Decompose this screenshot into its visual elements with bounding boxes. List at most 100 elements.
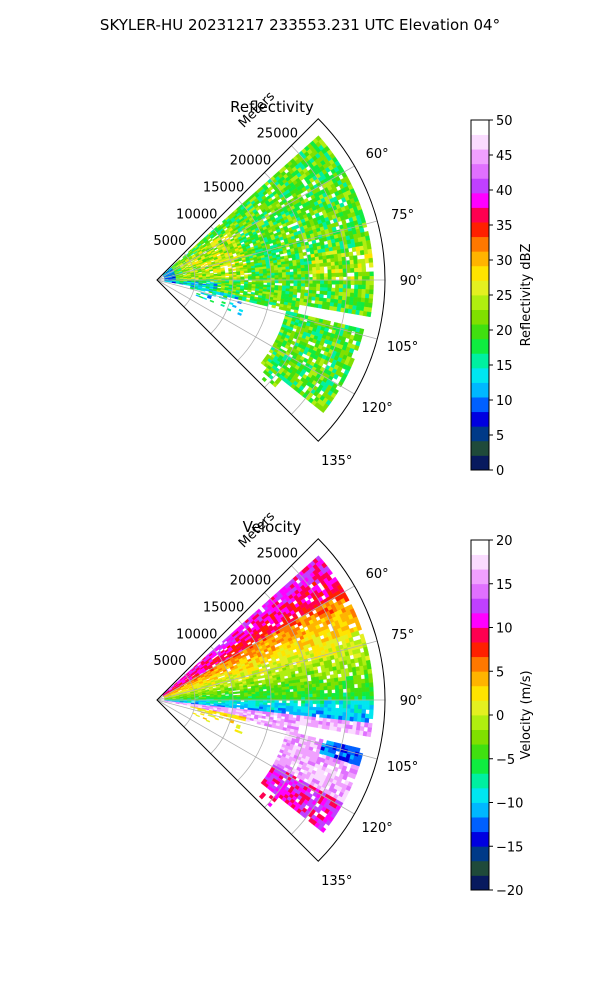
azimuth-tick-label: 60° [366, 567, 389, 582]
colorbar-swatch [471, 178, 489, 194]
azimuth-gridline [156, 699, 378, 760]
colorbar-tick-label: 5 [496, 665, 504, 680]
azimuth-tick-label: 90° [400, 274, 423, 289]
azimuth-tick-label: 120° [361, 821, 392, 836]
colorbar-tick-label: 20 [496, 324, 513, 339]
colorbar-swatch [471, 612, 489, 628]
azimuth-gridline [156, 279, 378, 340]
colorbar-swatch [471, 715, 489, 730]
colorbar-swatch [471, 583, 489, 599]
azimuth-tick-label: 105° [387, 760, 418, 775]
colorbar-swatch [471, 280, 489, 296]
colorbar-swatch [471, 455, 489, 471]
azimuth-tick-label: 120° [361, 401, 392, 416]
azimuth-tick-label: 135° [321, 874, 352, 889]
colorbar-tick-label: 40 [496, 184, 513, 199]
colorbar-tick-label: 20 [496, 534, 513, 549]
colorbar-tick-label: −15 [496, 840, 523, 855]
colorbar-swatch [471, 338, 489, 354]
colorbar-tick-label: 10 [496, 394, 513, 409]
colorbar-swatch [471, 163, 489, 179]
radar-field [162, 555, 374, 834]
colorbar-swatch [471, 773, 489, 789]
colorbar-swatch [471, 192, 489, 208]
colorbar-swatch [471, 353, 489, 369]
colorbar: 0 5 10 15 20 25 30 35 40 45 50 Reflectivity dBZ [470, 114, 534, 479]
azimuth-gridline [156, 165, 355, 281]
colorbar-tick-label: 25 [496, 289, 513, 304]
colorbar-swatch [471, 207, 489, 223]
colorbar-tick-label: −20 [496, 884, 523, 899]
colorbar-swatch [471, 120, 489, 135]
colorbar-tick-label: 5 [496, 429, 504, 444]
colorbar-swatch [471, 817, 489, 833]
colorbar-swatch [471, 397, 489, 413]
colorbar-swatch [471, 324, 489, 340]
colorbar-swatch [471, 860, 489, 876]
colorbar-swatch [471, 540, 489, 555]
radial-tick-label: 10000 [176, 207, 217, 222]
colorbar-tick-label: 50 [496, 114, 513, 129]
colorbar-swatch [471, 598, 489, 614]
velocity-panel: Velocity 60° 75° 90° 105° 120° 135° 5000 10000 15… [153, 509, 534, 899]
colorbar-swatch [471, 367, 489, 383]
azimuth-tick-label: 60° [366, 147, 389, 162]
colorbar-tick-label: 0 [496, 709, 504, 724]
colorbar-swatch [471, 236, 489, 252]
colorbar-tick-label: 15 [496, 578, 513, 593]
azimuth-gridline [156, 220, 378, 281]
radial-tick-label: 10000 [176, 627, 217, 642]
polar-grid [156, 565, 385, 835]
colorbar-swatch [471, 149, 489, 165]
radial-tick-label: 5000 [153, 654, 186, 669]
colorbar-swatch [471, 627, 489, 643]
azimuth-tick-label: 135° [321, 454, 352, 469]
colorbar-swatch [471, 744, 489, 760]
azimuth-tick-label: 90° [400, 694, 423, 709]
radial-tick-label: 5000 [153, 234, 186, 249]
colorbar-swatch [471, 846, 489, 862]
colorbar-tick-label: −10 [496, 797, 523, 812]
colorbar-swatch [471, 875, 489, 891]
colorbar-swatch [471, 426, 489, 442]
colorbar-swatch [471, 656, 489, 672]
panel-title: Velocity [243, 518, 302, 536]
colorbar-swatch [471, 569, 489, 585]
colorbar-tick-label: 15 [496, 359, 513, 374]
colorbar-swatch [471, 685, 489, 701]
radial-tick-label: 20000 [230, 154, 271, 169]
reflectivity-panel: Reflectivity60°75°90°105°120°135°5000100… [153, 89, 534, 479]
colorbar-swatch [471, 411, 489, 427]
colorbar-tick-label: 30 [496, 254, 513, 269]
azimuth-tick-label: 105° [387, 340, 418, 355]
colorbar-swatch [471, 134, 489, 150]
colorbar-tick-label: 10 [496, 622, 513, 637]
radial-tick-label: 15000 [203, 180, 244, 195]
sector-frame [156, 538, 386, 862]
colorbar-swatch [471, 642, 489, 658]
azimuth-gridline [156, 585, 355, 701]
azimuth-gridline [156, 640, 378, 701]
colorbar-swatch [471, 440, 489, 456]
colorbar-swatch [471, 758, 489, 774]
colorbar-label: Reflectivity dBZ [519, 244, 534, 347]
panel-title: Reflectivity [230, 98, 314, 116]
radial-tick-label: 15000 [203, 600, 244, 615]
radial-tick-label: 25000 [257, 127, 298, 142]
radial-tick-label: 25000 [257, 547, 298, 562]
colorbar-swatch [471, 222, 489, 238]
colorbar-tick-label: 0 [496, 464, 504, 479]
colorbar-swatch [471, 382, 489, 398]
azimuth-tick-label: 75° [391, 208, 414, 223]
colorbar-swatch [471, 251, 489, 267]
colorbar-tick-label: −5 [496, 753, 515, 768]
colorbar-swatch [471, 802, 489, 818]
colorbar-swatch [471, 700, 489, 716]
colorbar-swatch [471, 309, 489, 325]
colorbar-tick-label: 45 [496, 149, 513, 164]
colorbar-label: Velocity (m/s) [519, 670, 534, 759]
polar-grid [156, 145, 385, 415]
azimuth-gridline [156, 699, 355, 815]
colorbar-swatch [471, 265, 489, 281]
